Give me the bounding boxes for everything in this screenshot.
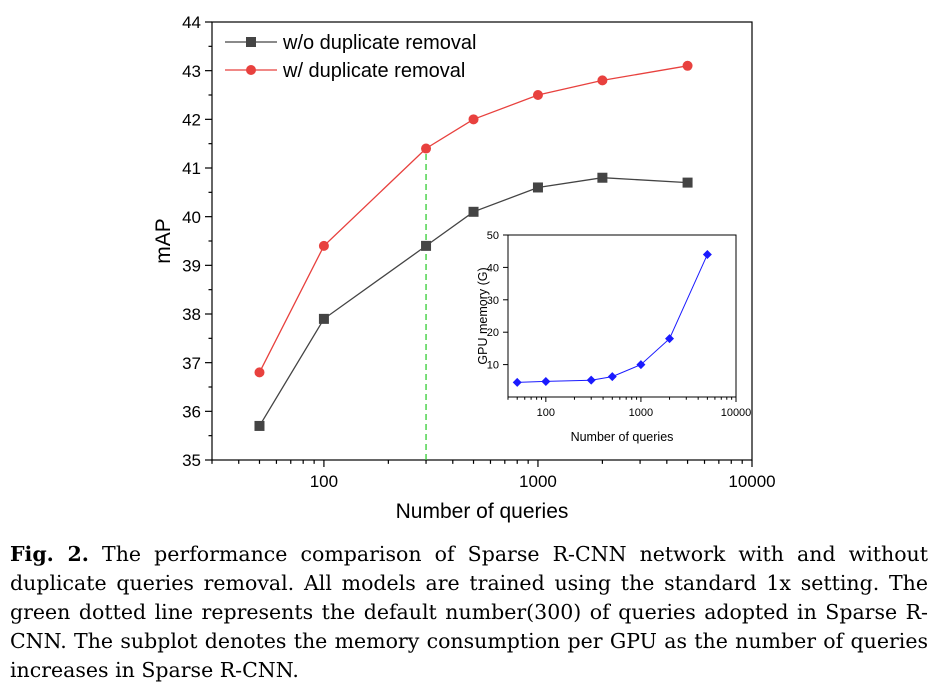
- data-point: [541, 376, 551, 386]
- data-point: [597, 172, 608, 183]
- data-point: [586, 375, 596, 385]
- y-tick-label: 30: [487, 295, 499, 307]
- data-point: [532, 90, 543, 100]
- figure-caption: Fig. 2. The performance comparison of Sp…: [10, 540, 928, 685]
- y-tick-label: 40: [182, 208, 201, 227]
- y-tick-label: 43: [182, 62, 201, 81]
- main-plot: 35 36 37 38 39 40 41 42 43 44 100 1000 10000 Number o…: [152, 13, 776, 523]
- data-point: [421, 143, 432, 154]
- y-tick-label: 44: [182, 13, 201, 32]
- plot-frame: [507, 234, 737, 398]
- y-tick-label: 35: [182, 451, 201, 470]
- data-point: [254, 420, 265, 431]
- legend-label: w/o duplicate removal: [282, 32, 476, 54]
- legend-marker: [246, 37, 256, 47]
- data-point: [665, 334, 675, 344]
- caption-label: Fig. 2.: [10, 542, 89, 566]
- data-point: [636, 360, 646, 370]
- y-axis-title: GPU memory (G): [476, 267, 490, 364]
- y-tick-label: 50: [487, 230, 499, 242]
- data-point: [607, 372, 617, 382]
- data-point: [318, 313, 329, 324]
- data-point: [532, 182, 543, 193]
- y-tick-label: 37: [182, 354, 201, 373]
- legend-marker: [246, 65, 256, 75]
- y-tick-label: 38: [182, 305, 201, 324]
- x-tick-label: 100: [537, 407, 555, 419]
- data-point: [468, 114, 479, 125]
- data-point: [421, 240, 432, 251]
- x-tick-label: 100: [310, 472, 338, 491]
- data-point: [682, 177, 693, 188]
- legend-label: w/ duplicate removal: [282, 60, 465, 82]
- data-point: [682, 60, 693, 71]
- y-tick-label: 39: [182, 256, 201, 275]
- data-point: [512, 377, 522, 387]
- x-tick-label: 1000: [519, 472, 557, 491]
- x-tick-label: 1000: [629, 407, 653, 419]
- caption-text: The performance comparison of Sparse R-C…: [10, 542, 928, 682]
- inset-plot: 10 20 30 40 50 100 1000 10000 Number of queries G…: [476, 230, 751, 444]
- y-tick-label: 10: [487, 360, 499, 372]
- figure-chart: 35 36 37 38 39 40 41 42 43 44 100 1000 10000 Number o…: [152, 13, 776, 523]
- y-tick-label: 20: [487, 327, 499, 339]
- y-tick-label: 41: [182, 159, 201, 178]
- y-axis-title: mAP: [152, 218, 175, 264]
- y-tick-label: 42: [182, 110, 201, 129]
- data-point: [468, 206, 479, 217]
- x-axis-title: Number of queries: [571, 430, 674, 444]
- y-tick-label: 36: [182, 402, 201, 421]
- x-axis-title: Number of queries: [396, 500, 569, 523]
- data-point: [318, 240, 329, 251]
- y-tick-label: 40: [487, 262, 499, 274]
- series-line: [258, 65, 688, 373]
- series-line: [517, 254, 708, 383]
- data-point: [597, 75, 608, 86]
- data-point: [702, 249, 712, 259]
- plot-frame: [211, 21, 753, 461]
- x-tick-label: 10000: [721, 407, 752, 419]
- data-point: [254, 367, 265, 378]
- x-tick-label: 10000: [728, 472, 775, 491]
